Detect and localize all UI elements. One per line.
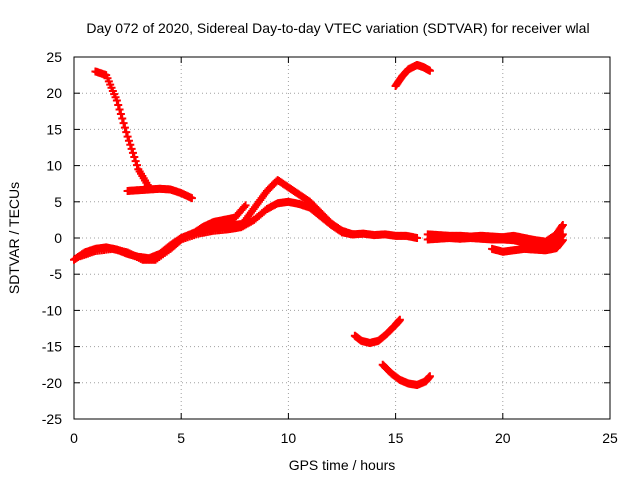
x-tick-label: 25 [602,430,618,446]
y-tick-label: 15 [46,121,62,137]
data-points [70,60,567,389]
y-axis-title: SDTVAR / TECUs [6,182,22,294]
x-tick-label: 10 [281,430,297,446]
data-point [425,372,434,381]
y-tick-label: 5 [54,194,62,210]
data-point [187,194,196,203]
data-point [425,66,434,75]
data-point [558,220,567,229]
y-tick-label: -20 [42,375,62,391]
data-point [122,128,131,137]
data-point [413,234,422,242]
data-point [126,140,135,149]
chart-title: Day 072 of 2020, Sidereal Day-to-day VTE… [86,20,589,36]
x-tick-label: 5 [177,430,185,446]
y-tick-label: 25 [46,49,62,65]
data-point [114,100,123,109]
y-tick-label: -5 [50,266,63,282]
y-tick-label: 20 [46,85,62,101]
data-point [395,315,404,324]
series-arc-3 [187,201,250,239]
data-point [130,153,139,162]
data-point [240,202,249,211]
series-arc-8 [391,60,434,90]
x-tick-label: 0 [70,430,78,446]
x-tick-label: 20 [495,430,511,446]
data-point [116,110,125,119]
data-point [558,236,567,245]
series-arc-6 [123,184,196,203]
y-tick-label: -10 [42,302,62,318]
series-arc-10 [378,360,434,389]
data-point [127,144,136,153]
y-tick-label: 10 [46,158,62,174]
data-point [241,201,250,210]
x-tick-labels: 0 5 10 15 20 25 [70,430,618,446]
data-point [128,148,137,157]
x-tick-label: 15 [388,430,404,446]
y-tick-labels: -25 -20 -15 -10 -5 0 5 10 15 20 25 [42,49,62,427]
data-point [118,114,127,123]
series-arc-5 [91,67,154,192]
data-point [123,132,132,141]
data-point [131,157,140,166]
axis-ticks [73,56,611,420]
x-axis-title: GPS time / hours [289,457,396,473]
y-tick-label: -15 [42,339,62,355]
data-point [115,105,124,114]
series-arc-13 [488,236,567,256]
data-point [124,136,133,145]
data-point [120,123,129,132]
y-tick-label: -25 [42,411,62,427]
series-arc-9 [350,315,404,347]
series-arc-12 [423,230,567,250]
data-point [119,119,128,128]
y-tick-label: 0 [54,230,62,246]
data-point [112,96,121,105]
series-arc-7 [338,228,422,242]
data-point [132,161,141,170]
